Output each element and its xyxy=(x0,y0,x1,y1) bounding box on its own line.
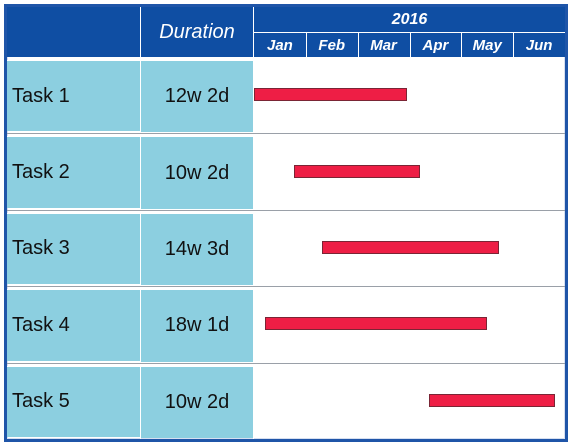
row-divider xyxy=(7,362,565,364)
month-divider xyxy=(409,33,411,57)
task-name-cell: Task 3 xyxy=(7,212,140,285)
task-duration-cell: 10w 2d xyxy=(141,365,253,438)
task-bar xyxy=(265,317,488,331)
task-bar xyxy=(254,88,407,102)
year-header: 2016 xyxy=(391,11,428,28)
month-label-jan: Jan xyxy=(266,36,293,54)
month-label-feb: Feb xyxy=(318,36,346,54)
header-task-cell xyxy=(7,7,140,57)
year-divider xyxy=(254,32,565,33)
duration-header: Duration xyxy=(159,20,235,43)
month-label-jun: Jun xyxy=(525,36,553,54)
task-bar xyxy=(428,393,555,407)
month-divider xyxy=(513,33,515,57)
month-divider xyxy=(357,33,359,57)
month-divider xyxy=(305,33,307,57)
month-label-mar: Mar xyxy=(370,36,397,54)
column-divider xyxy=(140,7,141,439)
month-label-may: May xyxy=(472,36,502,54)
task-duration-cell: 12w 2d xyxy=(141,60,253,133)
header-duration-cell xyxy=(141,7,253,57)
task-duration-cell: 18w 1d xyxy=(141,289,253,362)
row-divider xyxy=(7,209,565,211)
gantt-chart: Duration 2016 Jan Feb Mar Apr May Jun Task 1 12… xyxy=(4,4,568,442)
column-divider xyxy=(253,7,254,439)
task-name-cell: Task 1 xyxy=(7,60,140,132)
month-label-apr: Apr xyxy=(422,36,449,54)
task-bar xyxy=(294,164,420,178)
task-bar xyxy=(322,241,500,254)
task-duration-cell: 10w 2d xyxy=(141,136,253,209)
row-divider xyxy=(7,286,565,288)
task-name-cell: Task 2 xyxy=(7,136,140,208)
row-divider xyxy=(7,133,565,135)
task-duration-cell: 14w 3d xyxy=(141,212,253,286)
task-name-cell: Task 5 xyxy=(7,365,140,437)
month-divider xyxy=(461,33,463,57)
task-name-cell: Task 4 xyxy=(7,289,140,361)
